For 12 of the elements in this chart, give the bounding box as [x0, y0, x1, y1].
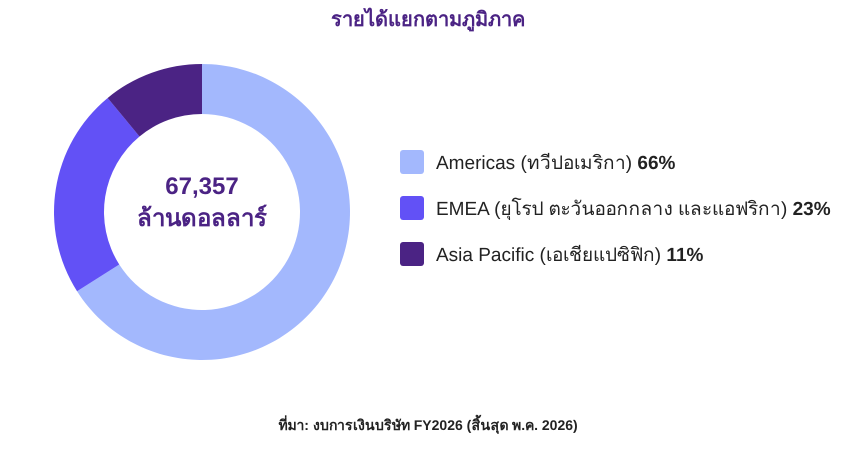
chart-title: รายได้แยกตามภูมิภาค: [331, 7, 525, 33]
data-label: 23%: [792, 199, 831, 220]
donut-slice: [108, 64, 202, 136]
donut-slice: [77, 64, 350, 360]
text: ที่มา: งบการเงินบริษัท FY2026 (สิ้นสุด พ.ค. 2026): [278, 414, 578, 434]
legend-label: Americas (ทวีปอเมริกา): [436, 152, 638, 174]
data-label: 66%: [637, 153, 676, 174]
data-label: 11%: [666, 245, 704, 266]
donut-slice: [54, 98, 140, 292]
legend-label: Asia Pacific (เอเชียแปซิฟิก): [436, 244, 666, 266]
text: 67,357 ล้านดอลลาร์: [137, 173, 267, 232]
legend-label: EMEA (ยุโรป ตะวันออกกลาง และแอฟริกา): [436, 197, 793, 221]
